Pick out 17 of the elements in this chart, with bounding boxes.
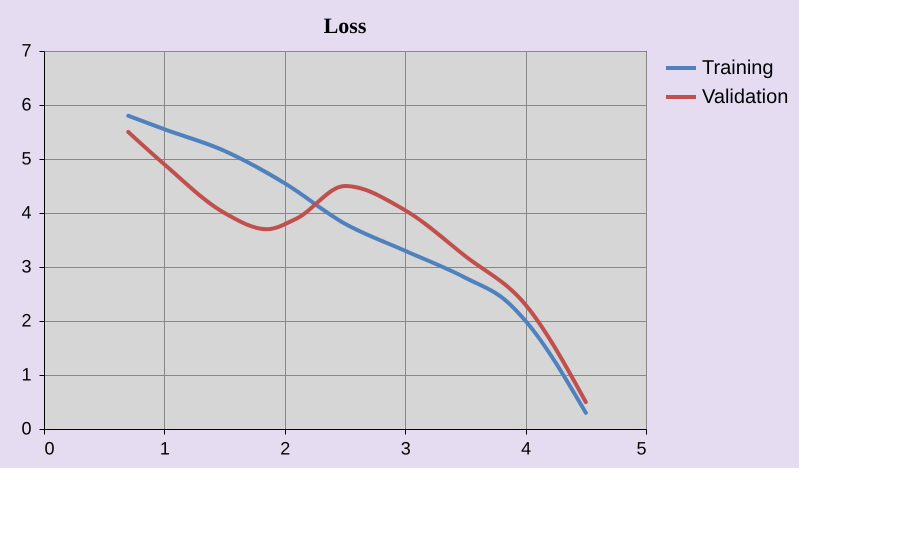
y-tick-label: 3 <box>21 256 32 276</box>
y-tick-label: 1 <box>21 364 32 384</box>
x-tick-label: 1 <box>160 438 170 458</box>
legend-label: Validation <box>702 86 788 108</box>
y-tick-label: 4 <box>21 202 32 222</box>
chart-title: Loss <box>324 13 367 38</box>
y-tick-label: 2 <box>21 310 32 330</box>
x-tick-label: 4 <box>521 438 532 458</box>
y-tick-label: 7 <box>21 40 32 60</box>
x-tick-label: 3 <box>400 438 411 458</box>
x-tick-label: 2 <box>280 438 290 458</box>
legend-label: Training <box>702 57 774 79</box>
y-tick-label: 5 <box>21 148 32 168</box>
y-tick-label: 0 <box>21 418 32 438</box>
x-tick-label: 5 <box>636 438 646 458</box>
y-tick-label: 6 <box>21 94 32 114</box>
x-tick-label: 0 <box>44 438 55 458</box>
